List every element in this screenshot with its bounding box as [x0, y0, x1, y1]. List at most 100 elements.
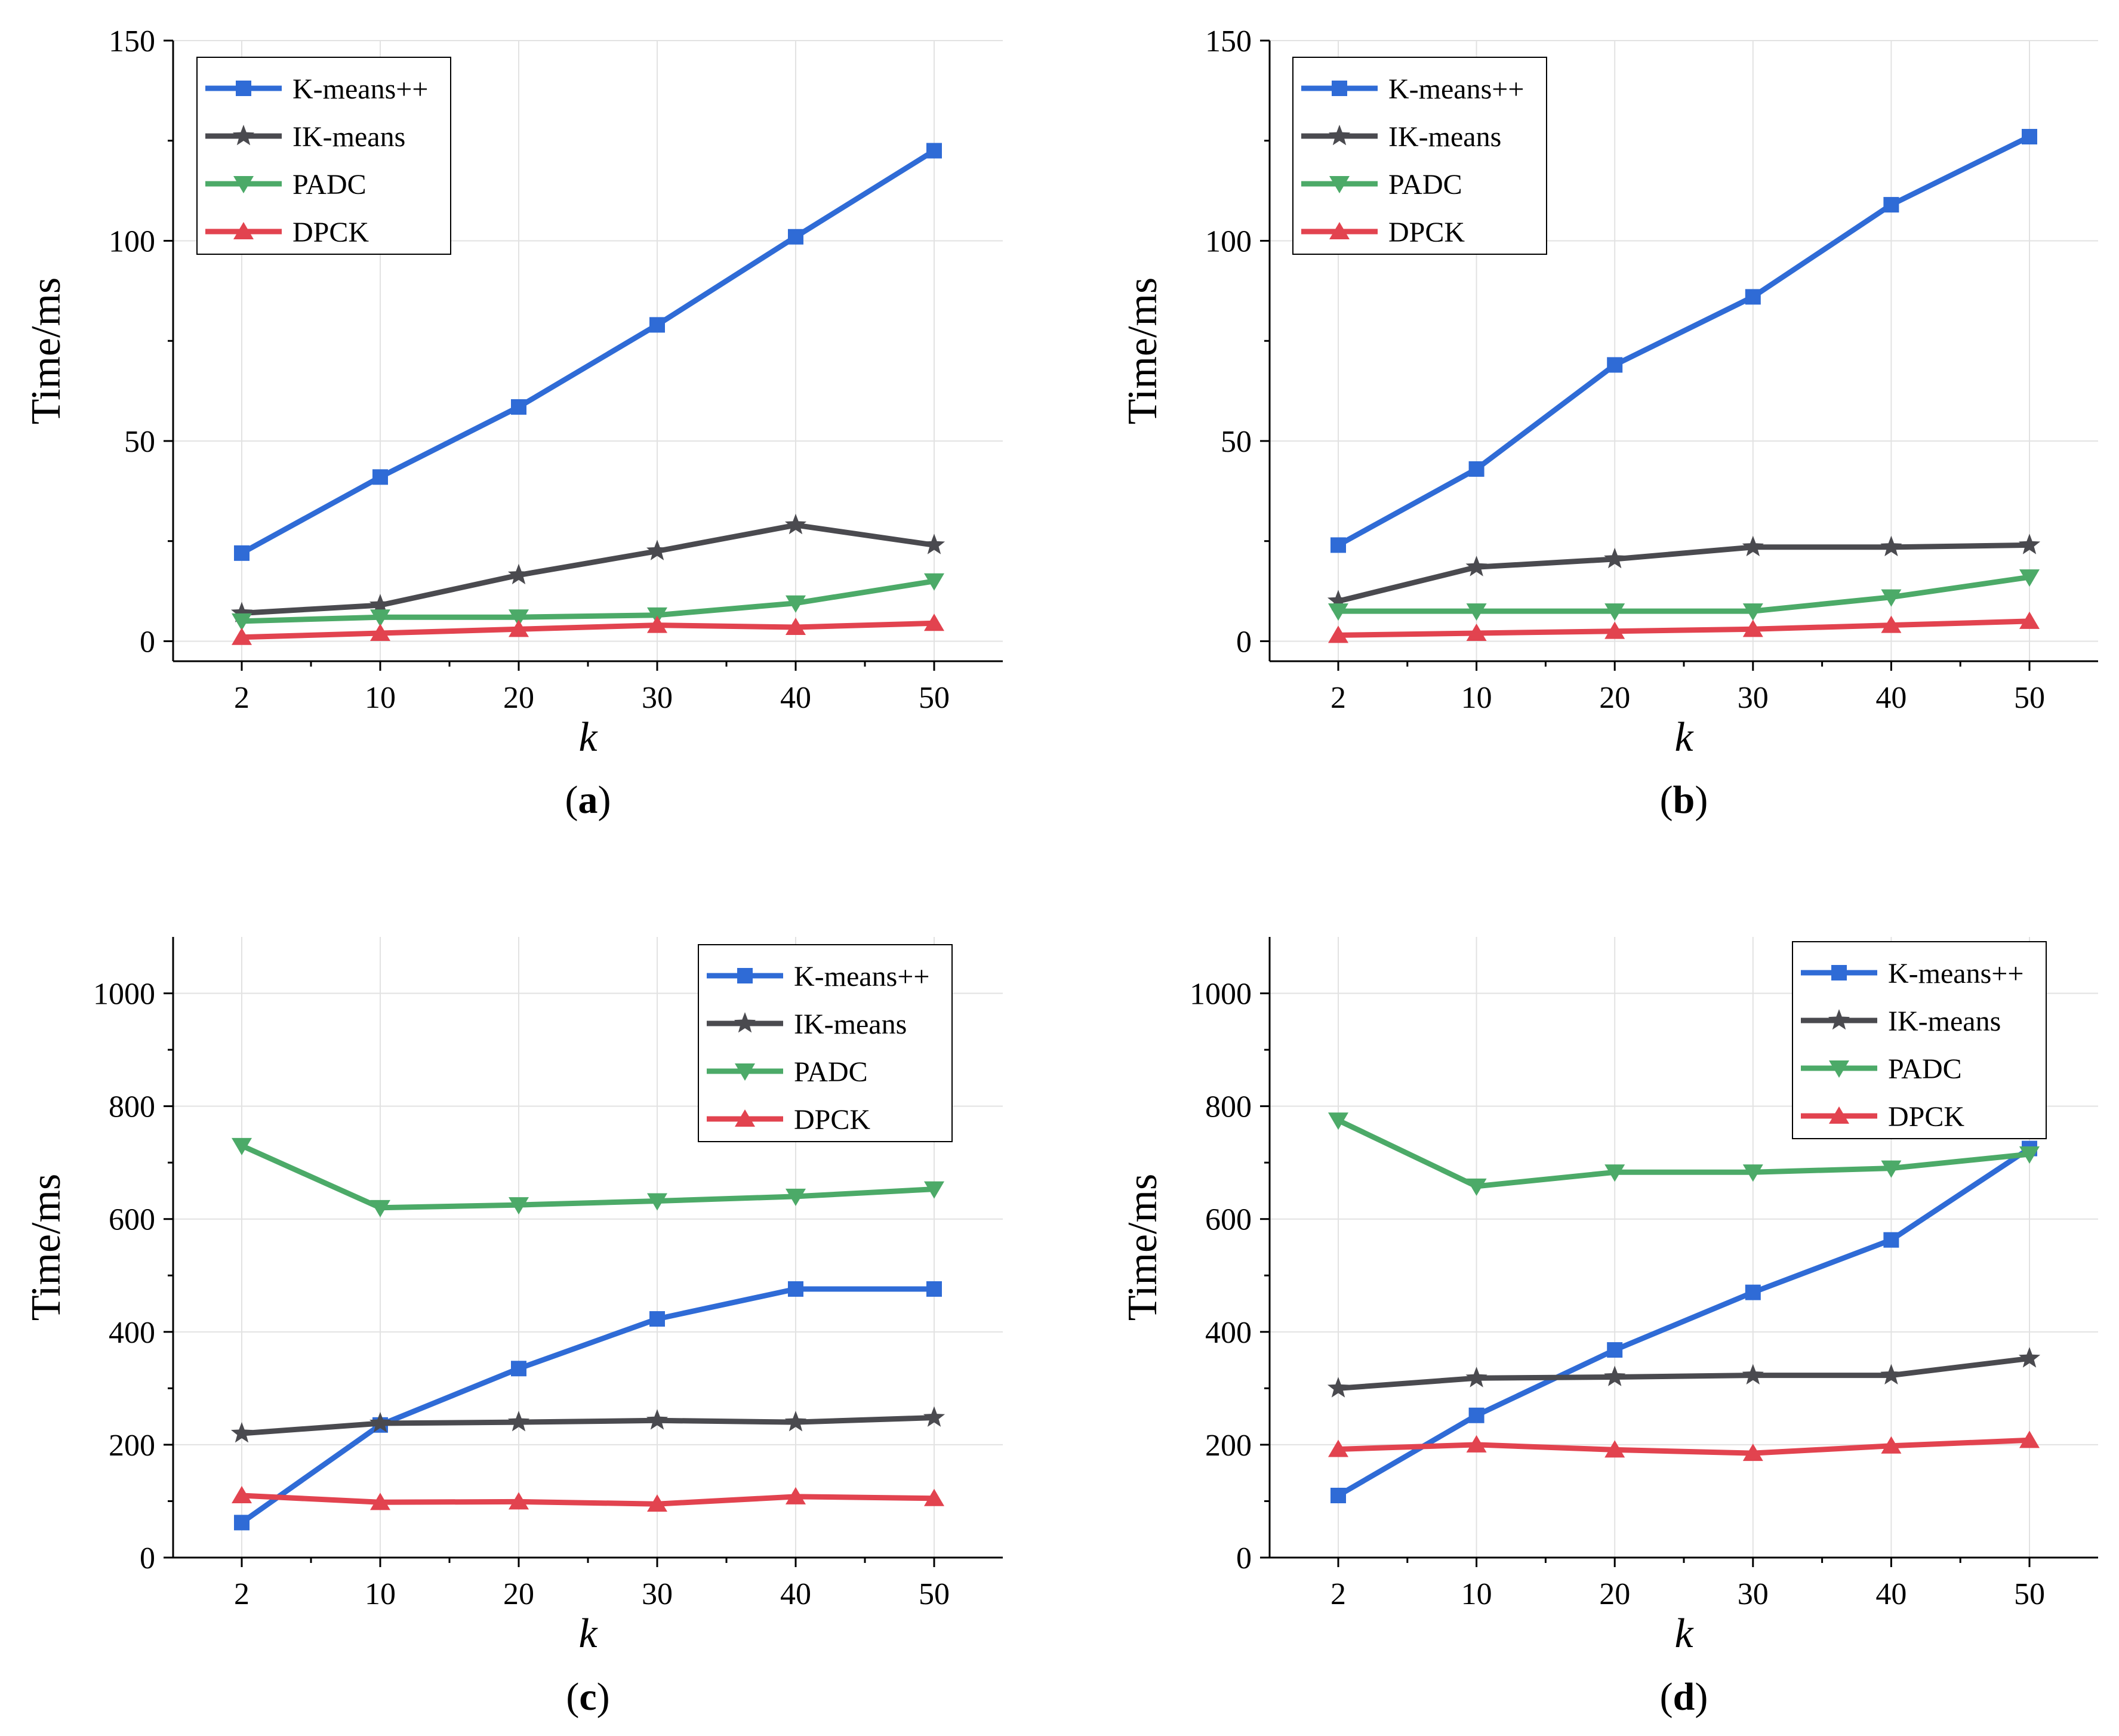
- data-point-K-means++: [1883, 1232, 1899, 1248]
- data-point-DPCK: [924, 1488, 944, 1506]
- legend-label: K-means++: [1388, 73, 1524, 105]
- series-line-DPCK: [239, 1493, 937, 1507]
- y-tick-label: 1000: [93, 978, 155, 1012]
- x-tick-label: 50: [2014, 1577, 2045, 1611]
- y-tick-label: 400: [109, 1316, 155, 1350]
- legend-marker: [1829, 1106, 1849, 1124]
- data-point-PADC: [1466, 603, 1487, 621]
- x-tick-label: 2: [1330, 681, 1346, 715]
- legend-marker: [233, 176, 254, 193]
- data-point-PADC: [2019, 1146, 2040, 1164]
- legend: K-means++ IK-means PADC DPCK: [196, 57, 451, 255]
- data-point-IK-means: [923, 1406, 945, 1427]
- y-tick-label: 800: [1205, 1090, 1252, 1124]
- x-axis-label: k: [578, 714, 598, 760]
- data-point-K-means++: [788, 1281, 803, 1297]
- x-tick-label: 20: [1599, 681, 1630, 715]
- data-point-IK-means: [2018, 1347, 2041, 1368]
- legend-label: PADC: [292, 169, 366, 201]
- data-point-PADC: [924, 573, 944, 591]
- data-point-IK-means: [646, 1409, 669, 1430]
- chart-panel-c: 0 200 400 600 800 1000 2 10 20 30 40 50 k Time/ms (c) K…: [23, 937, 1003, 1719]
- legend-marker: [1831, 965, 1847, 980]
- legend-label: DPCK: [292, 217, 369, 248]
- data-point-PADC: [509, 609, 529, 627]
- data-point-K-means++: [372, 469, 388, 485]
- data-point-PADC: [1881, 1160, 1902, 1178]
- y-tick-label: 0: [1236, 625, 1252, 659]
- y-tick-label: 0: [1236, 1541, 1252, 1575]
- x-tick-label: 30: [642, 1577, 673, 1611]
- data-point-PADC: [1604, 1164, 1625, 1182]
- y-tick-label: 600: [109, 1203, 155, 1237]
- legend-marker: [1329, 176, 1350, 193]
- data-point-PADC: [1742, 603, 1763, 621]
- data-point-IK-means: [230, 1422, 253, 1443]
- data-point-DPCK: [1881, 1436, 1902, 1454]
- panel-label: (a): [565, 778, 611, 822]
- data-point-K-means++: [1607, 1342, 1623, 1358]
- data-point-IK-means: [1742, 1364, 1764, 1385]
- x-tick-label: 50: [919, 1577, 950, 1611]
- panel-label: (b): [1660, 778, 1708, 822]
- y-tick-label: 400: [1205, 1316, 1252, 1350]
- series-line-DPCK: [239, 620, 937, 640]
- legend-marker: [236, 81, 251, 96]
- data-point-IK-means: [1880, 535, 1902, 557]
- data-point-PADC: [2019, 569, 2040, 587]
- data-point-IK-means: [784, 513, 807, 535]
- data-point-IK-means: [1880, 1364, 1902, 1385]
- x-tick-label: 50: [919, 681, 950, 715]
- legend-label: DPCK: [794, 1104, 870, 1136]
- y-axis-label: Time/ms: [23, 277, 69, 424]
- data-point-DPCK: [1881, 615, 1902, 633]
- data-point-IK-means: [230, 602, 253, 622]
- y-axis-label: Time/ms: [1120, 1174, 1166, 1321]
- data-point-PADC: [1328, 603, 1348, 621]
- data-point-PADC: [370, 609, 390, 627]
- series-line-DPCK: [1335, 1437, 2032, 1456]
- data-point-IK-means: [1465, 1367, 1487, 1387]
- legend-marker: [233, 222, 254, 239]
- data-point-DPCK: [232, 1486, 252, 1503]
- series-line-K-means++: [239, 148, 937, 556]
- data-point-DPCK: [786, 1487, 806, 1504]
- data-point-DPCK: [1604, 621, 1625, 639]
- data-point-K-means++: [234, 1515, 250, 1531]
- legend-label: PADC: [1888, 1053, 1962, 1085]
- data-point-PADC: [786, 1188, 806, 1206]
- data-point-DPCK: [1328, 1439, 1348, 1457]
- legend-label: DPCK: [1888, 1101, 1964, 1133]
- series-line-K-means++: [239, 1286, 937, 1525]
- series-line-K-means++: [1335, 134, 2032, 548]
- legend: K-means++ IK-means PADC DPCK: [1792, 941, 2047, 1139]
- data-point-K-means++: [1607, 357, 1623, 373]
- series-line-IK-means: [239, 522, 937, 616]
- series-line-PADC: [1335, 1117, 2032, 1189]
- y-tick-label: 50: [124, 425, 155, 459]
- legend-label: IK-means: [292, 121, 405, 153]
- legend-marker: [735, 1109, 755, 1127]
- x-tick-label: 2: [234, 1577, 250, 1611]
- chart-panel-d: 0 200 400 600 800 1000 2 10 20 30 40 50 k Time/ms (d) K…: [1120, 937, 2098, 1719]
- x-tick-label: 30: [642, 681, 673, 715]
- y-tick-label: 0: [140, 1541, 155, 1575]
- legend-marker: [1828, 1009, 1850, 1030]
- legend-label: K-means++: [292, 73, 428, 105]
- data-point-PADC: [370, 1200, 390, 1217]
- y-tick-label: 800: [109, 1090, 155, 1124]
- legend-marker: [232, 125, 255, 146]
- data-point-PADC: [1466, 1178, 1487, 1196]
- data-point-DPCK: [786, 617, 806, 635]
- series-line-K-means++: [1335, 1146, 2032, 1498]
- data-point-IK-means: [507, 1411, 530, 1432]
- data-point-K-means++: [511, 1361, 526, 1377]
- series-line-IK-means: [239, 1415, 937, 1436]
- data-point-IK-means: [646, 539, 669, 560]
- y-tick-label: 200: [1205, 1429, 1252, 1463]
- series-line-DPCK: [1335, 618, 2032, 638]
- data-point-PADC: [924, 1181, 944, 1199]
- y-tick-label: 0: [140, 625, 155, 659]
- series-line-PADC: [239, 578, 937, 624]
- x-axis-label: k: [1674, 1611, 1694, 1657]
